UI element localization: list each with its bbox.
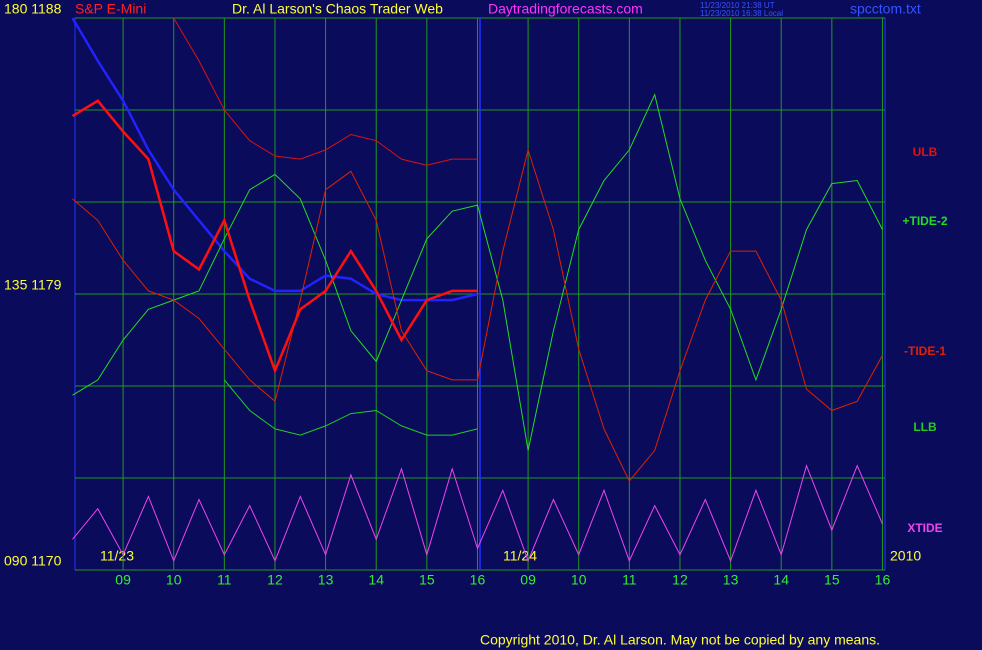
x-tick-label: 16 [875, 572, 891, 588]
x-tick-label: 15 [824, 572, 840, 588]
x-tick-label: 11 [217, 572, 232, 588]
y-tick-label: 180 1188 [4, 1, 62, 17]
date-label: 2010 [890, 548, 921, 564]
x-tick-label: 11 [622, 572, 637, 588]
legend-label: -TIDE-1 [904, 344, 946, 358]
series-line [72, 148, 883, 483]
timestamp: 11/23/2010 16:38 Local [700, 9, 783, 18]
x-tick-label: 10 [166, 572, 182, 588]
x-tick-label: 10 [571, 572, 587, 588]
series-line [71, 99, 478, 375]
x-tick-label: 15 [419, 572, 435, 588]
x-tick-label: 09 [520, 572, 536, 588]
y-tick-label: 090 1170 [4, 553, 62, 569]
series-line [173, 17, 478, 166]
series-line [72, 93, 883, 451]
copyright: Copyright 2010, Dr. Al Larson. May not b… [480, 632, 880, 648]
legend-label: ULB [913, 145, 938, 159]
x-tick-label: 12 [267, 572, 283, 588]
x-tick-label: 14 [773, 572, 789, 588]
date-label: 11/23 [100, 548, 134, 564]
timestamp: 11/23/2010 21:38 UT [700, 1, 775, 10]
x-tick-label: 09 [115, 572, 131, 588]
file-name: spcctom.txt [850, 1, 921, 17]
legend-label: LLB [913, 420, 937, 434]
chart-title: Dr. Al Larson's Chaos Trader Web [232, 1, 443, 17]
series-line [72, 464, 883, 563]
legend-label: +TIDE-2 [902, 214, 947, 228]
legend-label: XTIDE [907, 521, 942, 535]
x-tick-label: 13 [723, 572, 739, 588]
x-tick-label: 12 [672, 572, 688, 588]
series-line [223, 379, 478, 436]
chart-subtitle: S&P E-Mini [75, 1, 146, 17]
x-tick-label: 14 [368, 572, 384, 588]
site: Daytradingforecasts.com [488, 1, 643, 17]
x-tick-label: 16 [470, 572, 486, 588]
y-tick-label: 135 1179 [4, 277, 62, 293]
x-tick-label: 13 [318, 572, 334, 588]
series-line [71, 17, 478, 302]
